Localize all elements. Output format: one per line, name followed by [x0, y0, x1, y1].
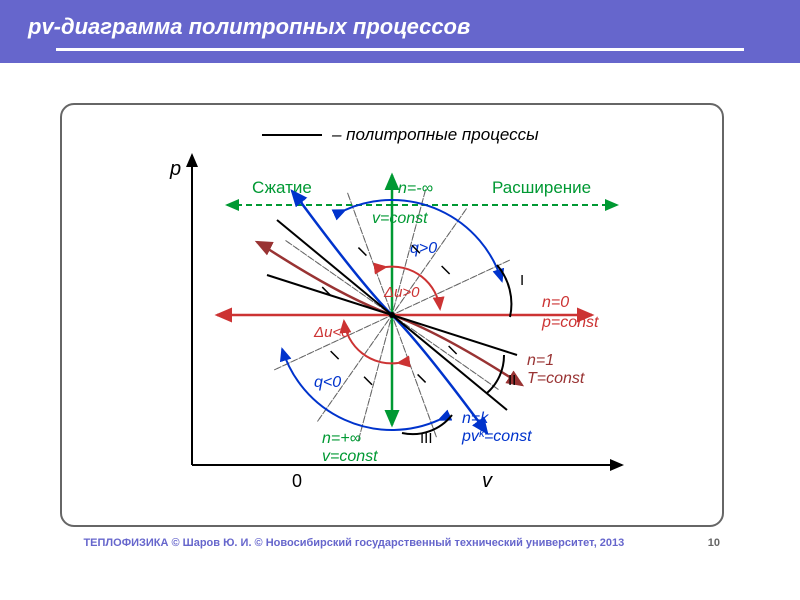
- v-axis-label: v: [482, 470, 493, 492]
- q-lt0: q<0: [314, 374, 341, 391]
- footer-text: ТЕПЛОФИЗИКА © Шаров Ю. И. © Новосибирски…: [83, 537, 624, 549]
- n-k: n=k: [462, 410, 489, 427]
- pv-diagram-svg: – политропные процессы p 0 v Сжатие Расширени…: [62, 105, 722, 525]
- v-const-bottom: v=const: [322, 448, 378, 465]
- n-0: n=0: [542, 294, 569, 311]
- title-underline: [56, 48, 744, 51]
- region-III: III: [420, 430, 433, 447]
- p-const: p=const: [541, 314, 599, 331]
- v-const-top: v=const: [372, 210, 428, 227]
- page-number: 10: [708, 537, 720, 549]
- du-lt0: Δu<0: [313, 324, 350, 341]
- n-plus-inf: n=+∞: [322, 430, 361, 447]
- expansion-label: Расширение: [492, 178, 591, 197]
- compression-label: Сжатие: [252, 178, 312, 197]
- region-I: I: [520, 272, 524, 289]
- origin-label: 0: [292, 471, 302, 491]
- diagram-container: – политропные процессы p 0 v Сжатие Расширени…: [60, 103, 724, 527]
- n-1: n=1: [527, 352, 554, 369]
- legend-polytropic: – политропные процессы: [331, 125, 539, 144]
- n-minus-inf: n=-∞: [398, 180, 433, 197]
- pvk-const: pvᵏ=const: [461, 428, 532, 445]
- q-gt0: q>0: [410, 240, 437, 257]
- t-const: T=const: [527, 370, 585, 387]
- du-gt0: Δu>0: [383, 284, 420, 301]
- page-title: pv-диаграмма политропных процессов: [28, 14, 470, 39]
- p-axis-label: p: [169, 158, 181, 180]
- region-II: II: [508, 372, 516, 389]
